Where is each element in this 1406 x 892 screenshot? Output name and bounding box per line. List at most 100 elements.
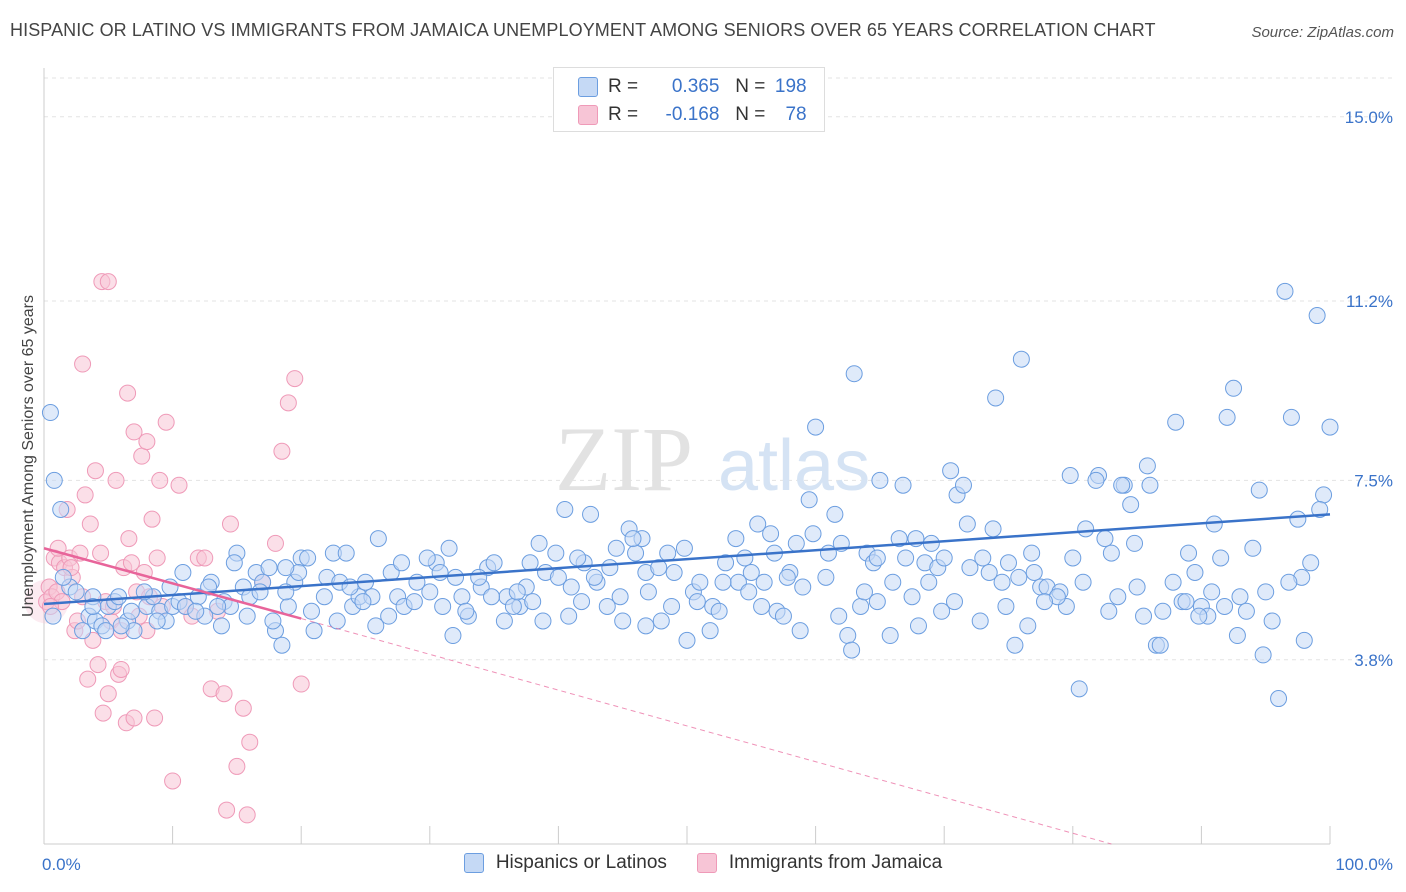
hispanic-point [1190, 607, 1208, 625]
hispanic-point [1012, 350, 1030, 368]
x-tick-label-min: 0.0% [42, 855, 81, 874]
hispanic-point [279, 597, 297, 615]
hispanic-point [774, 607, 792, 625]
hispanic-point [585, 568, 603, 586]
hispanic-point [954, 476, 972, 494]
hispanic-point [305, 622, 323, 640]
legend-n-label: N = [735, 76, 766, 97]
hispanic-point [1070, 680, 1088, 698]
hispanic-point [1164, 573, 1182, 591]
hispanic-point [755, 573, 773, 591]
hispanic-point [614, 612, 632, 630]
hispanic-point [495, 612, 513, 630]
jamaica-point [122, 554, 140, 572]
hispanic-point [470, 568, 488, 586]
hispanic-point [868, 593, 886, 611]
hispanic-point [807, 418, 825, 436]
hispanic-point [839, 627, 857, 645]
hispanic-point [148, 612, 166, 630]
hispanic-point [800, 491, 818, 509]
hispanic-point [852, 597, 870, 615]
hispanic-point [1096, 530, 1114, 548]
watermark-zip: ZIP [555, 408, 693, 510]
jamaica-point [120, 530, 138, 548]
hispanic-point [508, 583, 526, 601]
legend-item-hispanics[interactable]: Hispanics or Latinos [463, 852, 667, 874]
jamaica-point [143, 510, 161, 528]
hispanic-point [958, 515, 976, 533]
hispanic-point [1177, 593, 1195, 611]
hispanic-point [742, 564, 760, 582]
hispanic-point [457, 602, 475, 620]
hispanic-point [547, 544, 565, 562]
axes [43, 68, 1331, 845]
hispanic-point [1141, 476, 1159, 494]
hispanic-point [569, 549, 587, 567]
hispanic-point [909, 617, 927, 635]
legend-r-label: R = [608, 76, 639, 97]
hispanic-point [740, 583, 758, 601]
hispanic-point [933, 602, 951, 620]
series-legend: Hispanics or Latinos Immigrants from Jam… [0, 852, 1406, 874]
hispanic-point [1167, 413, 1185, 431]
hispanic-point [826, 505, 844, 523]
hispanic-point [380, 607, 398, 625]
jamaica-point [99, 273, 117, 291]
hispanic-point [110, 588, 128, 606]
legend-swatch-blue [578, 77, 598, 97]
jamaica-point [125, 423, 143, 441]
hispanic-point [453, 588, 471, 606]
hispanic-point [41, 404, 59, 422]
tick-labels: 3.8% 7.5% 11.2% 15.0% 0.0% 100.0% [42, 108, 1393, 874]
hispanic-point [225, 554, 243, 572]
hispanic-point [337, 544, 355, 562]
hispanic-point [639, 583, 657, 601]
hispanic-point [1302, 554, 1320, 572]
hispanic-point [1308, 307, 1326, 325]
hispanic-point [762, 525, 780, 543]
hispanic-point [112, 617, 130, 635]
hispanic-point [1237, 602, 1255, 620]
legend-r-value-jamaica: -0.168 [665, 104, 720, 125]
hispanic-point [1138, 457, 1156, 475]
hispanic-point [444, 627, 462, 645]
jamaica-point [79, 670, 97, 688]
hispanic-point [1186, 564, 1204, 582]
hispanic-point [1218, 408, 1236, 426]
hispanic-point [624, 530, 642, 548]
legend-r-label: R = [608, 104, 639, 125]
jamaica-point [273, 442, 291, 460]
hispanic-point [97, 622, 115, 640]
hispanic-point [74, 622, 92, 640]
hispanic-point [44, 607, 62, 625]
hispanic-point [1225, 379, 1243, 397]
hispanic-point [1228, 627, 1246, 645]
hispanic-point [431, 564, 449, 582]
jamaica-point [234, 699, 252, 717]
y-axis-label: Unemployment Among Seniors over 65 years [20, 295, 37, 617]
hispanic-point [1154, 602, 1172, 620]
hispanic-point [485, 554, 503, 572]
jamaica-point [99, 685, 117, 703]
hispanic-point [675, 539, 693, 557]
hispanic-point [688, 593, 706, 611]
jamaica-point [94, 704, 112, 722]
hispanic-point [440, 539, 458, 557]
jamaica-trend-extension [301, 618, 1112, 845]
legend-swatch-jamaica [696, 853, 717, 873]
hispanic-point [884, 573, 902, 591]
hispanic-point [1023, 544, 1041, 562]
hispanic-point [607, 539, 625, 557]
hispanic-point [1321, 418, 1339, 436]
hispanic-point [659, 544, 677, 562]
hispanic-point [881, 627, 899, 645]
hispanic-point [534, 612, 552, 630]
y-tick-label: 11.2% [1346, 292, 1393, 311]
hispanic-point [753, 597, 771, 615]
legend-item-jamaica[interactable]: Immigrants from Jamaica [696, 852, 942, 874]
hispanic-point [890, 530, 908, 548]
jamaica-point [170, 476, 188, 494]
hispanic-point [1010, 568, 1028, 586]
hispanic-point [1231, 588, 1249, 606]
jamaica-point [119, 384, 137, 402]
